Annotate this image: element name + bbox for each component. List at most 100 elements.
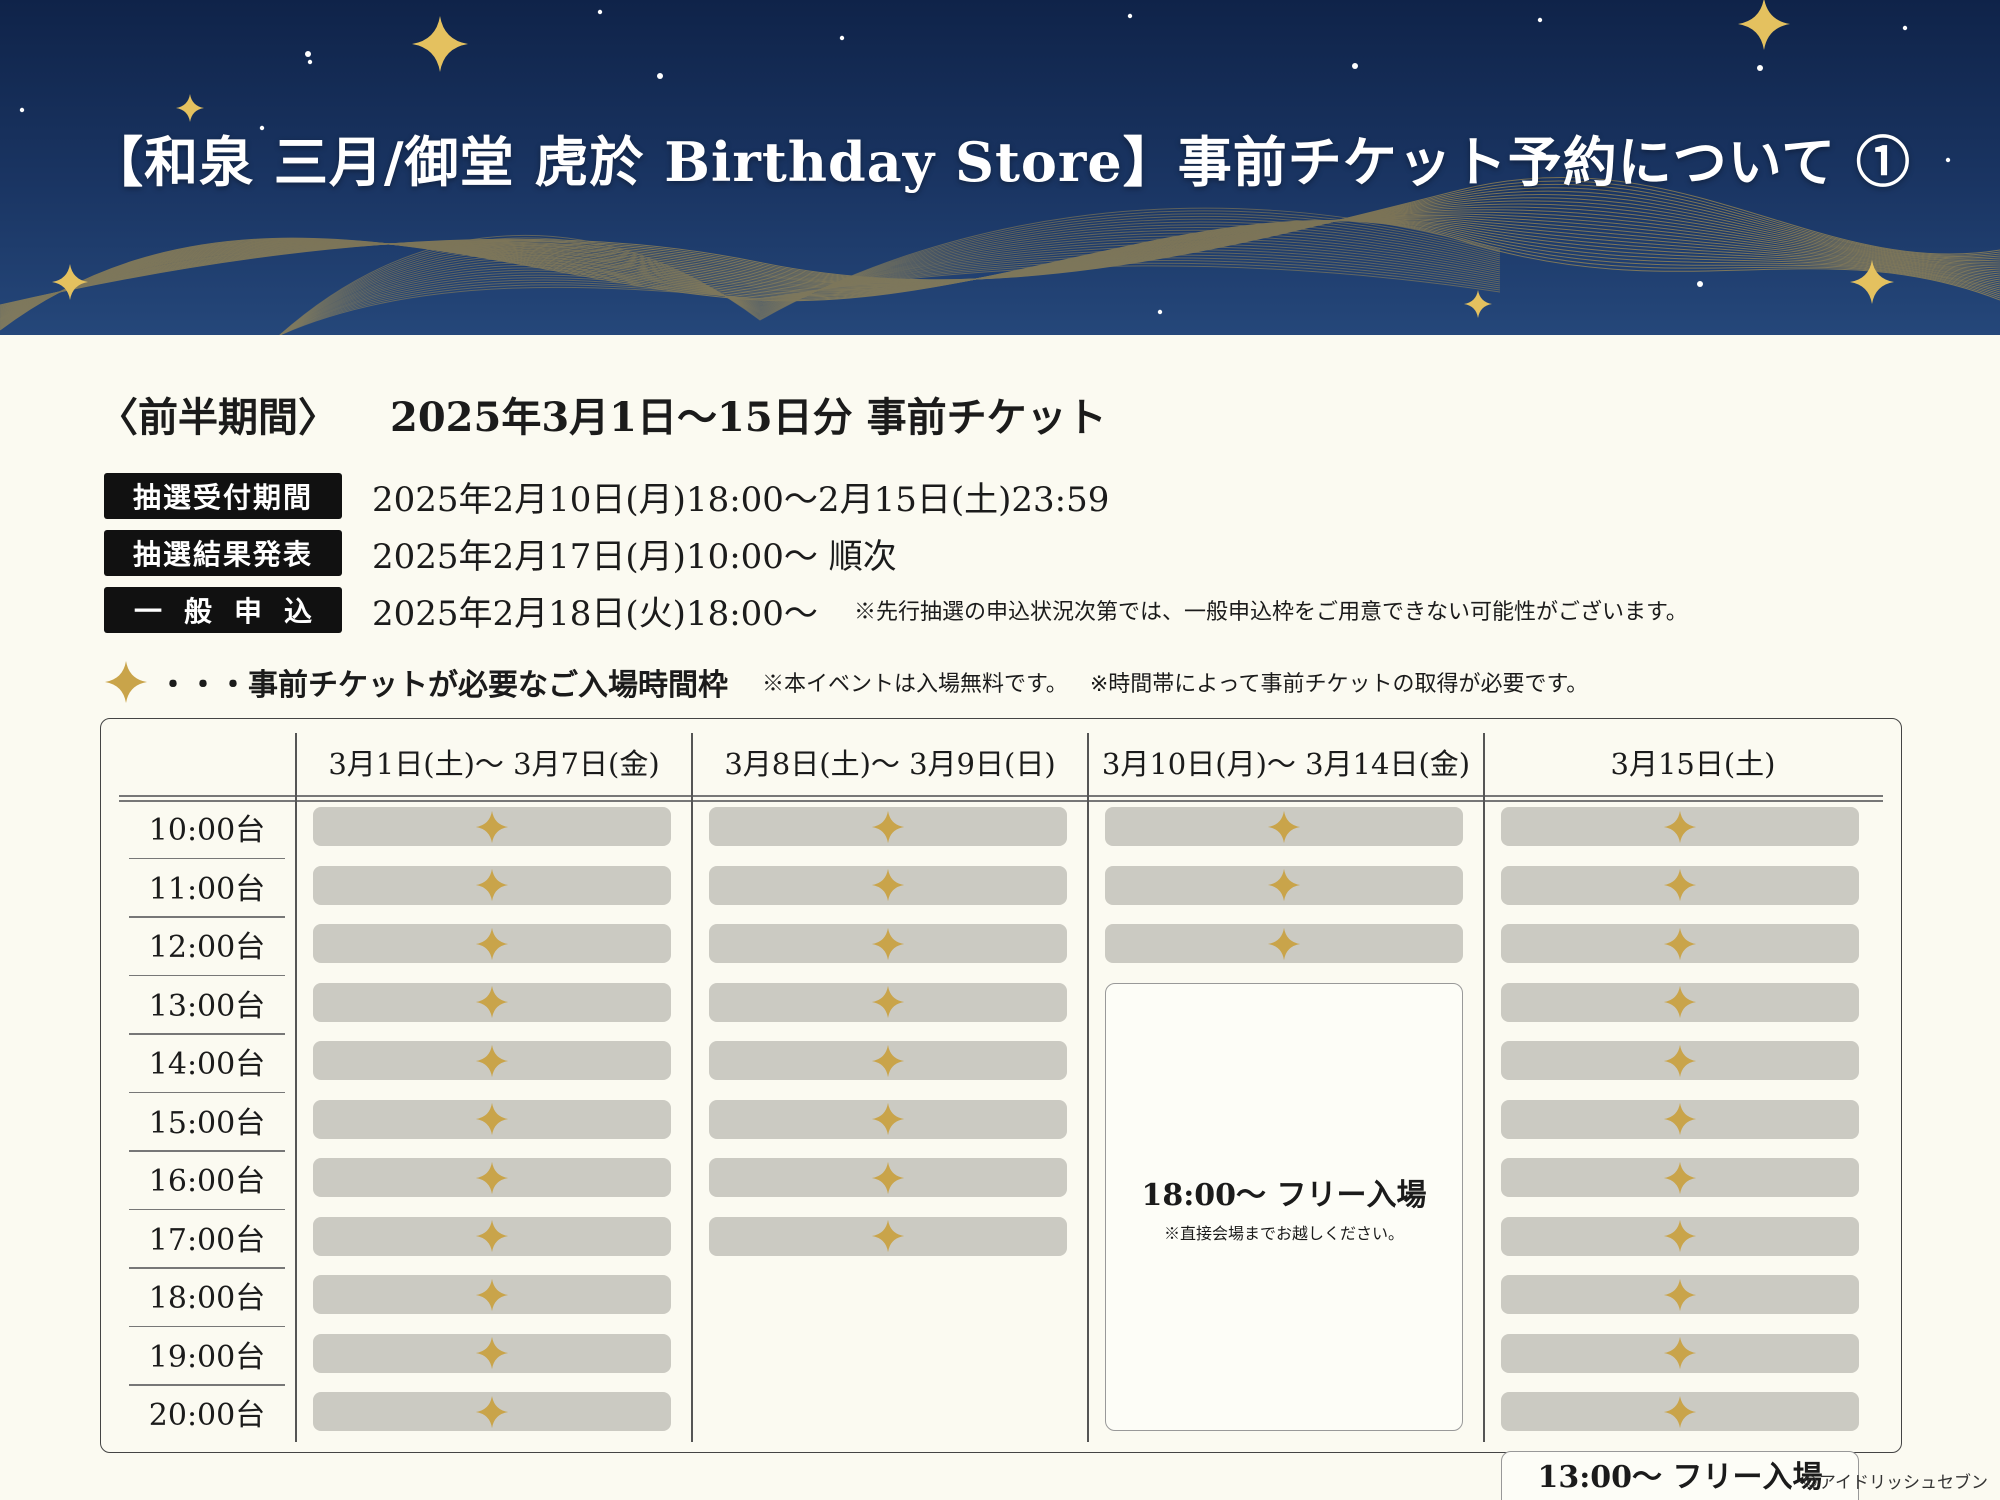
- header-divider: [119, 800, 1883, 802]
- time-row-divider: [129, 1384, 285, 1386]
- gold-star-icon: [871, 927, 905, 960]
- time-row-divider: [129, 857, 285, 859]
- ticket-slot[interactable]: [1501, 982, 1859, 1022]
- ticket-slot[interactable]: [313, 1216, 671, 1256]
- legend: ・・・事前チケットが必要なご入場時間枠 ※本イベントは入場無料です。 ※時間帯によ…: [104, 658, 1588, 706]
- ticket-slot[interactable]: [313, 807, 671, 846]
- gold-star-icon: [1663, 1395, 1697, 1428]
- time-label: 16:00台: [148, 1164, 266, 1199]
- legend-notes: ※本イベントは入場無料です。 ※時間帯によって事前チケットの取得が必要です。: [762, 666, 1588, 698]
- ticket-slot[interactable]: [709, 1158, 1067, 1197]
- ticket-slot[interactable]: [1105, 865, 1463, 905]
- ticket-slot[interactable]: [1501, 865, 1859, 905]
- ticket-slot[interactable]: [313, 1041, 671, 1080]
- legend-note-ticket-required: ※時間帯によって事前チケットの取得が必要です。: [1089, 672, 1589, 697]
- gold-star-icon: [1267, 810, 1301, 843]
- gold-star-icon: [1663, 1219, 1697, 1253]
- period-label: 〈前半期間〉: [98, 394, 338, 441]
- free-entry-note: ※直接会場までお越しください。: [1163, 1223, 1404, 1243]
- ticket-slot[interactable]: [313, 1099, 671, 1139]
- general-application-note: ※先行抽選の申込状況次第では、一般申込枠をご用意できない可能性がございます。: [853, 600, 1688, 625]
- ticket-slot[interactable]: [313, 1158, 671, 1197]
- free-entry-title: 13:00〜 フリー入場: [1537, 1459, 1823, 1495]
- time-row-divider: [129, 1091, 285, 1093]
- ticket-slot[interactable]: [313, 982, 671, 1022]
- time-row-divider: [129, 1208, 285, 1210]
- time-label: 10:00台: [148, 813, 266, 848]
- gold-star-icon: [1663, 1161, 1697, 1194]
- ticket-slot[interactable]: [709, 982, 1067, 1022]
- ticket-slot[interactable]: [1501, 1275, 1859, 1314]
- ticket-slot[interactable]: [709, 924, 1067, 963]
- ticket-slot[interactable]: [709, 1216, 1067, 1256]
- column-header-mar1-7: 3月1日(土)〜 3月7日(金): [328, 747, 660, 781]
- ticket-slot[interactable]: [709, 865, 1067, 905]
- ticket-slot[interactable]: [1501, 1099, 1859, 1139]
- time-label: 11:00台: [148, 871, 266, 907]
- column-divider: [1483, 733, 1485, 1442]
- ticket-slot[interactable]: [1501, 1392, 1859, 1431]
- gold-star-icon: [475, 810, 509, 843]
- time-row-divider: [129, 1267, 285, 1269]
- general-application-badge: 一般申込: [104, 587, 342, 633]
- free-entry-box: 13:00〜 フリー入場※直接会場までお越しください。: [1501, 1450, 1859, 1500]
- ticket-slot[interactable]: [1501, 1041, 1859, 1080]
- ticket-slot[interactable]: [1501, 1216, 1859, 1256]
- time-row-divider: [129, 1325, 285, 1327]
- column-header-mar8-9: 3月8日(土)〜 3月9日(日): [724, 747, 1056, 781]
- ticket-slot[interactable]: [1501, 1158, 1859, 1197]
- ticket-slot[interactable]: [1501, 807, 1859, 846]
- gold-star-icon: [1663, 1044, 1697, 1077]
- time-row-divider: [129, 1033, 285, 1035]
- time-label: 12:00台: [148, 930, 266, 965]
- gold-star-icon: [475, 1278, 509, 1311]
- ticket-slot[interactable]: [313, 924, 671, 963]
- gold-star-icon: [475, 1102, 509, 1136]
- time-label: 13:00台: [148, 988, 266, 1024]
- gold-star-icon: [475, 1219, 509, 1253]
- night-sky-decoration: [0, 0, 2000, 335]
- ticket-slot[interactable]: [313, 1333, 671, 1373]
- time-row-divider: [129, 916, 285, 918]
- gold-star-icon: [475, 868, 509, 902]
- ticket-slot[interactable]: [1501, 1333, 1859, 1373]
- column-divider: [691, 733, 693, 1442]
- ticket-slot[interactable]: [1105, 807, 1463, 846]
- free-entry-box: 18:00〜 フリー入場 ※直接会場までお越しください。: [1105, 982, 1463, 1431]
- gold-star-icon: [1663, 810, 1697, 843]
- timetable: 3月1日(土)〜 3月7日(金) 3月8日(土)〜 3月9日(日) 3月10日(…: [100, 718, 1902, 1500]
- column-header-mar10-14: 3月10日(月)〜 3月14日(金): [1101, 747, 1471, 781]
- gold-star-icon: [871, 1219, 905, 1253]
- free-entry-title: 18:00〜 フリー入場: [1141, 1177, 1427, 1213]
- lottery-results-badge: 抽選結果発表: [104, 530, 342, 576]
- gold-star-icon: [871, 1161, 905, 1194]
- general-application-date: 2025年2月18日(火)18:00〜: [372, 593, 818, 634]
- gold-star-icon: [871, 810, 905, 843]
- legend-note-free-entry: ※本イベントは入場無料です。: [762, 672, 1068, 697]
- column-divider: [1087, 733, 1089, 1442]
- schedule-row-general-application: 一般申込 2025年2月18日(火)18:00〜 ※先行抽選の申込状況次第では、…: [104, 586, 1688, 634]
- schedule-row-lottery-results: 抽選結果発表 2025年2月17日(月)10:00〜 順次: [104, 529, 897, 577]
- ticket-slot[interactable]: [1105, 924, 1463, 963]
- gold-star-icon: [475, 1044, 509, 1077]
- ticket-slot[interactable]: [709, 807, 1067, 846]
- schedule-row-lottery-period: 抽選受付期間 2025年2月10日(月)18:00〜2月15日(土)23:59: [104, 472, 1109, 520]
- lottery-period-date: 2025年2月10日(月)18:00〜2月15日(土)23:59: [372, 479, 1110, 520]
- gold-star-icon: [871, 1044, 905, 1077]
- gold-star-icon: [1267, 927, 1301, 960]
- gold-star-icon: [1663, 868, 1697, 902]
- time-row-divider: [129, 974, 285, 976]
- ticket-slot[interactable]: [1501, 924, 1859, 963]
- ticket-slot[interactable]: [709, 1041, 1067, 1080]
- gold-star-icon: [475, 1395, 509, 1428]
- ticket-slot[interactable]: [709, 1099, 1067, 1139]
- gold-star-icon: [475, 1336, 509, 1370]
- ticket-slot[interactable]: [313, 865, 671, 905]
- lottery-period-badge: 抽選受付期間: [104, 473, 342, 519]
- time-label: 17:00台: [148, 1222, 266, 1258]
- ticket-slot[interactable]: [313, 1275, 671, 1314]
- page-title: 【和泉 三月/御堂 虎於 Birthday Store】事前チケット予約について…: [89, 130, 1911, 194]
- gold-star-icon: [871, 985, 905, 1019]
- time-label: 14:00台: [148, 1047, 266, 1082]
- ticket-slot[interactable]: [313, 1392, 671, 1431]
